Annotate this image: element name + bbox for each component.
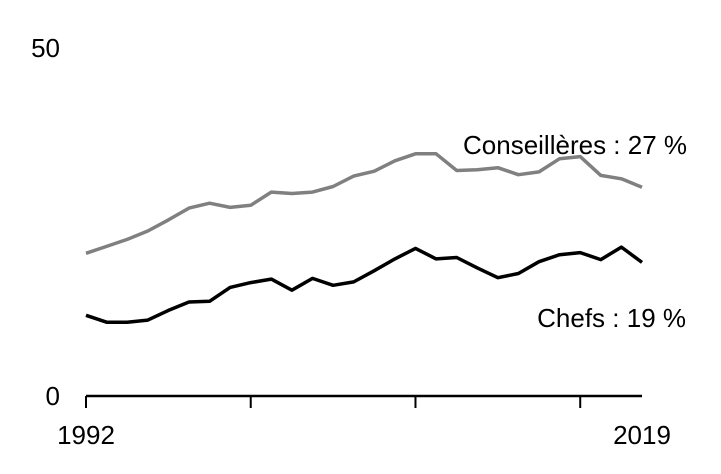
y-tick-label-top: 50 (31, 33, 60, 63)
x-axis-ticks (85, 396, 582, 408)
series-line-1 (85, 245, 644, 324)
x-tick-label-last: 2019 (613, 420, 671, 450)
series-label-chefs: Chefs : 19 % (537, 303, 686, 333)
y-tick-label-bottom: 0 (46, 381, 60, 411)
series-label-conseilleres: Conseillères : 27 % (463, 130, 687, 160)
series-layer (85, 152, 644, 324)
series-line-0 (85, 152, 643, 255)
x-tick-label-first: 1992 (57, 420, 115, 450)
